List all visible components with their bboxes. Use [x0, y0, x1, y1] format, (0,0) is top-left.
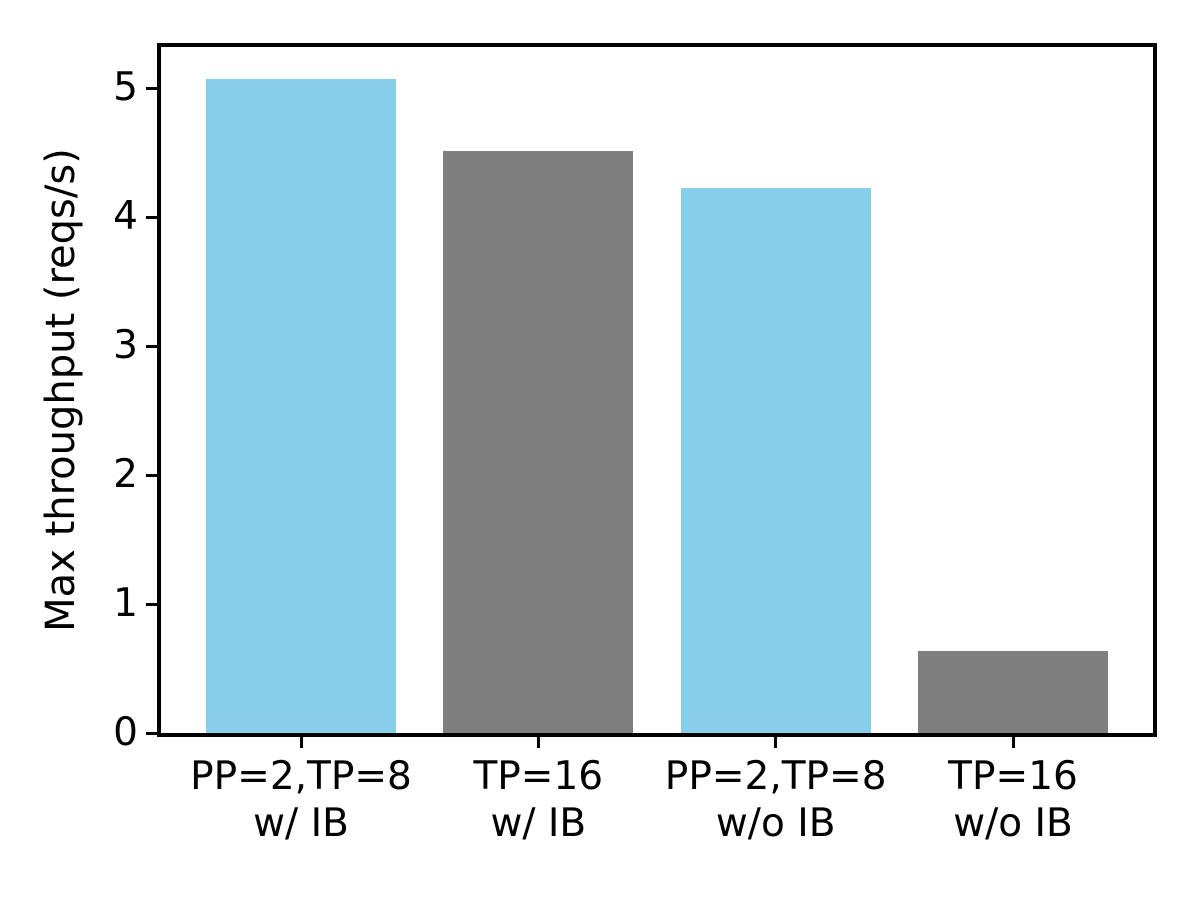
x-tick-mark-4: [1011, 737, 1015, 748]
bar-1: [206, 79, 396, 733]
y-tick-label-1: 1: [113, 581, 138, 627]
y-tick-label-0: 0: [113, 710, 138, 755]
y-tick-mark-3: [146, 344, 157, 348]
y-tick-mark-1: [146, 602, 157, 606]
x-tick-mark-3: [774, 737, 778, 748]
bar-3: [680, 187, 871, 733]
y-tick-mark-0: [146, 731, 157, 735]
x-tick-label-3: PP=2,TP=8 w/o IB: [664, 754, 887, 846]
y-tick-mark-5: [146, 86, 157, 90]
bar-2: [443, 151, 634, 733]
x-tick-label-2: TP=16 w/ IB: [473, 754, 604, 846]
y-tick-label-2: 2: [113, 452, 138, 498]
bar-4: [918, 650, 1108, 733]
y-tick-label-5: 5: [113, 65, 138, 111]
x-tick-label-4: TP=16 w/o IB: [948, 754, 1078, 846]
x-tick-label-1: PP=2,TP=8 w/ IB: [190, 754, 412, 846]
y-axis-label: Max throughput (reqs/s): [38, 148, 84, 632]
y-tick-label-3: 3: [113, 323, 138, 369]
x-tick-mark-1: [299, 737, 303, 748]
x-tick-mark-2: [536, 737, 540, 748]
y-tick-mark-2: [146, 473, 157, 477]
plot-area: [157, 43, 1157, 737]
y-tick-mark-4: [146, 215, 157, 219]
y-tick-label-4: 4: [113, 194, 138, 240]
